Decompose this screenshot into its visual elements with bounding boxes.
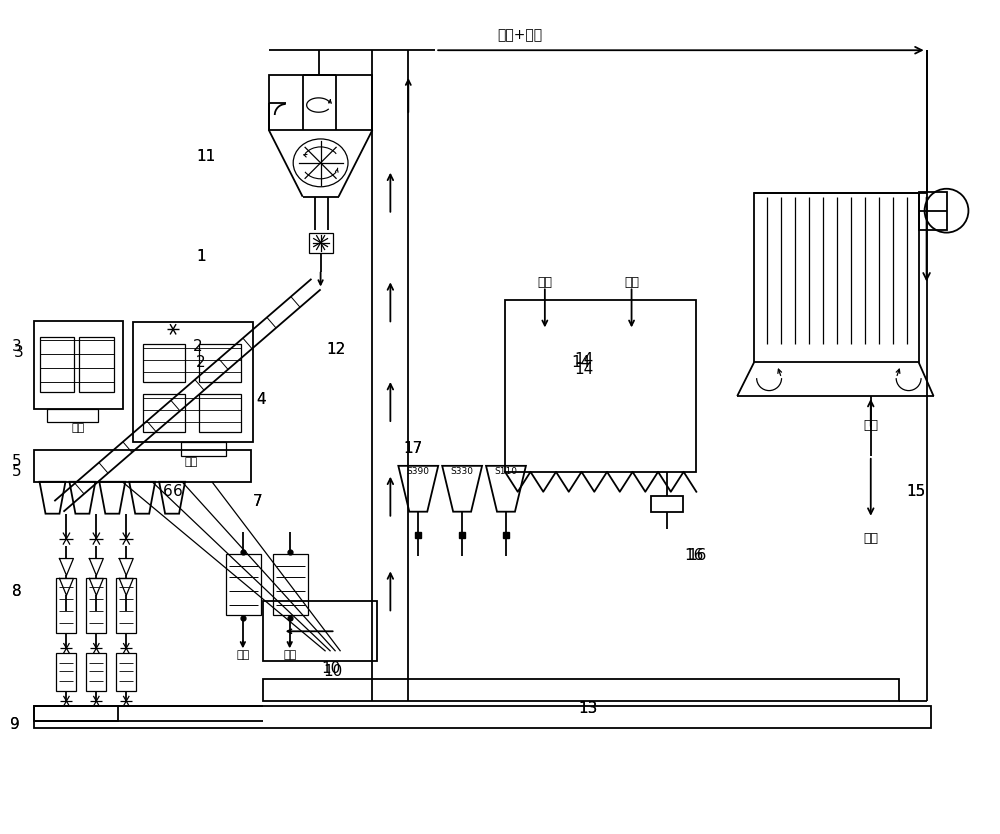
Bar (56, 579, 76, 633)
Bar (199, 344, 241, 382)
Bar (56, 653, 76, 691)
Bar (143, 394, 185, 432)
Text: 4: 4 (256, 391, 265, 406)
Bar (754, 193, 919, 362)
Bar (34, 321, 123, 409)
Text: 废料: 废料 (72, 423, 85, 433)
Text: 16: 16 (687, 548, 707, 563)
Text: 11: 11 (197, 149, 216, 164)
Text: 2: 2 (193, 339, 203, 354)
Text: 2: 2 (196, 354, 206, 369)
Text: 废料: 废料 (236, 651, 249, 661)
Bar (263, 601, 377, 661)
Bar (269, 75, 372, 130)
Bar (919, 192, 947, 229)
Text: S330: S330 (451, 467, 474, 476)
Text: 1: 1 (196, 249, 206, 264)
Text: 废料: 废料 (184, 457, 198, 467)
Text: 1: 1 (196, 249, 206, 264)
Bar (199, 394, 241, 432)
Bar (40, 337, 74, 392)
Text: 10: 10 (321, 661, 340, 676)
Bar (309, 233, 333, 253)
Bar (86, 579, 106, 633)
Bar (181, 442, 226, 456)
Bar (505, 300, 696, 472)
Bar (79, 337, 114, 392)
Text: 5: 5 (12, 465, 22, 480)
Text: 6: 6 (163, 485, 173, 500)
Bar (34, 706, 931, 728)
Bar (116, 653, 136, 691)
Text: 3: 3 (12, 339, 22, 354)
Text: 8: 8 (12, 584, 22, 599)
Text: 空气: 空气 (863, 420, 878, 433)
Text: 7: 7 (253, 495, 262, 510)
Bar (273, 554, 308, 615)
Text: 空气: 空气 (624, 276, 639, 289)
Text: 14: 14 (572, 354, 591, 369)
Bar (133, 322, 253, 442)
Text: S390: S390 (407, 467, 430, 476)
Text: 空气: 空气 (537, 276, 552, 289)
Text: 11: 11 (197, 149, 216, 164)
Text: 17: 17 (403, 441, 422, 456)
Text: S110: S110 (494, 467, 517, 476)
Text: 17: 17 (403, 441, 422, 456)
Text: 废料: 废料 (283, 651, 296, 661)
Text: 8: 8 (12, 584, 22, 599)
Text: 空气+粉尘: 空气+粉尘 (497, 28, 542, 43)
Text: 废料: 废料 (863, 532, 878, 545)
Text: 13: 13 (578, 701, 597, 716)
Text: 9: 9 (10, 717, 20, 732)
Bar (86, 653, 106, 691)
Text: 4: 4 (256, 391, 265, 406)
Text: 7: 7 (253, 495, 262, 510)
Text: 15: 15 (907, 485, 926, 500)
Bar (263, 679, 899, 701)
Text: 16: 16 (684, 548, 704, 563)
Bar (651, 495, 683, 512)
Text: 10: 10 (323, 664, 342, 679)
Bar (226, 554, 261, 615)
Text: 12: 12 (326, 342, 346, 357)
Bar (34, 706, 118, 721)
Text: 15: 15 (907, 485, 926, 500)
Text: 14: 14 (575, 362, 594, 377)
Text: 6: 6 (173, 485, 183, 500)
Text: 9: 9 (10, 717, 20, 732)
Text: 5: 5 (12, 455, 22, 470)
Bar (34, 450, 251, 482)
Bar (116, 579, 136, 633)
Bar (47, 409, 98, 422)
Text: 14: 14 (575, 352, 594, 367)
Text: 13: 13 (578, 701, 597, 716)
Text: 12: 12 (326, 342, 346, 357)
Text: 3: 3 (14, 344, 24, 359)
Bar (143, 344, 185, 382)
